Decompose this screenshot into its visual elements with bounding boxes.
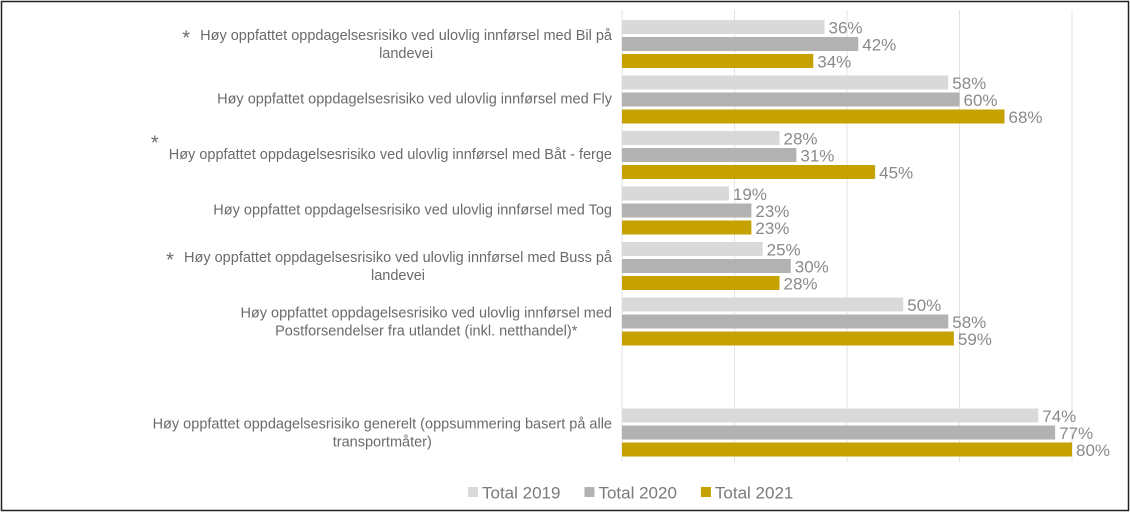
bar xyxy=(622,220,752,235)
value-label: 68% xyxy=(1009,108,1043,127)
legend-label: Total 2019 xyxy=(482,483,560,502)
footnote-marker: * xyxy=(182,27,190,49)
footnote-marker: * xyxy=(166,249,174,271)
category-label: Høy oppfattet oppdagelsesrisiko ved ulov… xyxy=(184,250,613,266)
legend-label: Total 2020 xyxy=(598,483,676,502)
value-label: 59% xyxy=(958,330,992,349)
category-label: Høy oppfattet oppdagelsesrisiko generelt… xyxy=(153,416,612,432)
bar xyxy=(622,131,780,145)
value-label: 23% xyxy=(755,202,789,221)
footnote-marker: * xyxy=(151,132,159,154)
value-label: 36% xyxy=(829,18,863,37)
value-label: 74% xyxy=(1042,407,1076,426)
bar xyxy=(622,165,876,179)
bar xyxy=(622,20,825,34)
bar xyxy=(622,148,797,162)
bar xyxy=(622,75,949,90)
bar xyxy=(622,297,904,312)
bar xyxy=(622,54,814,68)
bar xyxy=(622,314,949,329)
category-label: transportmåter) xyxy=(333,434,432,450)
value-label: 34% xyxy=(817,52,851,71)
category-label: Høy oppfattet oppdagelsesrisiko ved ulov… xyxy=(240,305,612,321)
bar xyxy=(622,37,859,51)
value-label: 30% xyxy=(795,257,829,276)
value-label: 28% xyxy=(784,274,818,293)
value-label: 77% xyxy=(1059,424,1093,443)
value-label: 23% xyxy=(755,219,789,238)
bar xyxy=(622,331,954,346)
category-label: landevei xyxy=(371,268,425,284)
category-label: Høy oppfattet oppdagelsesrisiko ved ulov… xyxy=(169,147,612,163)
bar xyxy=(622,92,960,107)
category-label: Høy oppfattet oppdagelsesrisiko ved ulov… xyxy=(217,91,613,107)
bar xyxy=(622,203,752,218)
bar xyxy=(622,242,763,256)
value-label: 80% xyxy=(1076,441,1110,460)
bar xyxy=(622,442,1072,457)
value-label: 50% xyxy=(907,296,941,315)
value-label: 25% xyxy=(767,240,801,259)
bar xyxy=(622,425,1056,440)
value-label: 42% xyxy=(862,35,896,54)
value-label: 28% xyxy=(784,129,818,148)
value-label: 60% xyxy=(964,91,998,110)
bar xyxy=(622,186,729,201)
value-label: 58% xyxy=(952,74,986,93)
value-label: 31% xyxy=(800,146,834,165)
value-label: 19% xyxy=(733,185,767,204)
bar xyxy=(622,259,791,273)
bar xyxy=(622,109,1005,124)
legend-swatch xyxy=(584,487,595,497)
bar xyxy=(622,276,780,290)
legend-label: Total 2021 xyxy=(715,483,793,502)
category-label: Høy oppfattet oppdagelsesrisiko ved ulov… xyxy=(213,202,612,218)
legend-swatch xyxy=(468,487,478,497)
value-label: 58% xyxy=(952,313,986,332)
category-label: Postforsendelser fra utlandet (inkl. net… xyxy=(275,323,578,339)
bar xyxy=(622,408,1039,423)
value-label: 45% xyxy=(879,163,913,182)
category-label: Høy oppfattet oppdagelsesrisiko ved ulov… xyxy=(200,28,613,44)
legend-swatch xyxy=(700,487,711,497)
category-label: landevei xyxy=(379,46,433,62)
